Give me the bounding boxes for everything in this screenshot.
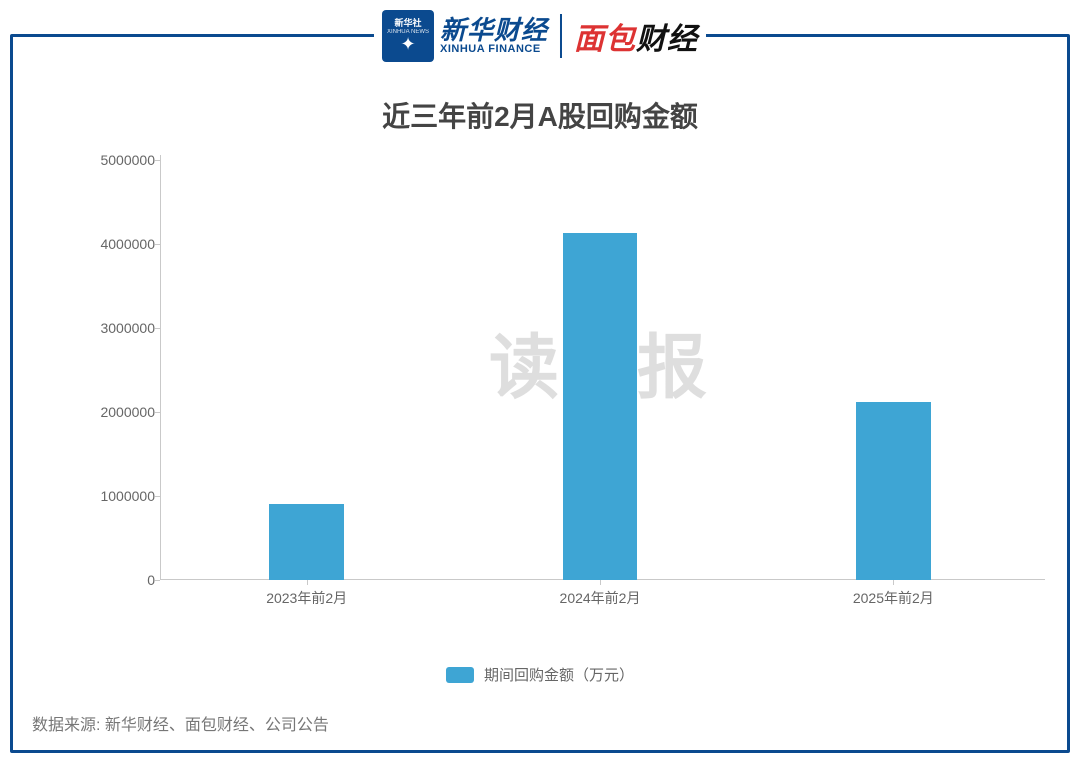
bar [269,504,344,580]
x-tick-mark [893,580,894,585]
chart-legend: 期间回购金额（万元） [446,664,634,685]
legend-swatch [446,667,474,683]
xinhua-badge-en: XINHUA NEWS [387,29,429,36]
y-axis-line [160,155,161,580]
y-tick-label: 0 [70,572,155,588]
y-tick-mark [155,160,160,161]
xinhua-text: 新华财经 XINHUA FINANCE [440,17,548,56]
y-tick-label: 5000000 [70,152,155,168]
bar [856,402,931,580]
mianbao-logo-b: 财经 [636,14,698,58]
source-text: 数据来源: 新华财经、面包财经、公司公告 [32,711,329,735]
y-tick-label: 1000000 [70,488,155,504]
mianbao-logo: 面包 财经 [574,14,698,58]
x-tick-label: 2024年前2月 [560,588,641,608]
y-tick-mark [155,580,160,581]
globe-icon: ✦ [400,35,415,53]
x-tick-mark [600,580,601,585]
header-logos: 新华社 XINHUA NEWS ✦ 新华财经 XINHUA FINANCE 面包… [374,10,706,62]
y-tick-mark [155,244,160,245]
x-tick-mark [307,580,308,585]
mianbao-logo-a: 面包 [574,14,636,58]
plot-region: 读财报 010000002000000300000040000005000000… [160,160,1040,580]
y-tick-mark [155,496,160,497]
y-tick-label: 2000000 [70,404,155,420]
legend-label: 期间回购金额（万元） [484,664,634,685]
y-tick-label: 4000000 [70,236,155,252]
x-tick-label: 2023年前2月 [266,588,347,608]
xinhua-logo: 新华社 XINHUA NEWS ✦ 新华财经 XINHUA FINANCE [382,10,548,62]
xinhua-finance-en: XINHUA FINANCE [440,44,548,56]
y-tick-label: 3000000 [70,320,155,336]
xinhua-badge-icon: 新华社 XINHUA NEWS ✦ [382,10,434,62]
x-tick-label: 2025年前2月 [853,588,934,608]
y-tick-mark [155,328,160,329]
bar [563,233,638,580]
chart-area: 读财报 010000002000000300000040000005000000… [70,160,1050,620]
xinhua-badge-cn: 新华社 [394,19,421,29]
chart-title: 近三年前2月A股回购金额 [0,95,1080,135]
xinhua-finance-cn: 新华财经 [440,17,548,44]
y-tick-mark [155,412,160,413]
logo-divider [560,14,562,58]
